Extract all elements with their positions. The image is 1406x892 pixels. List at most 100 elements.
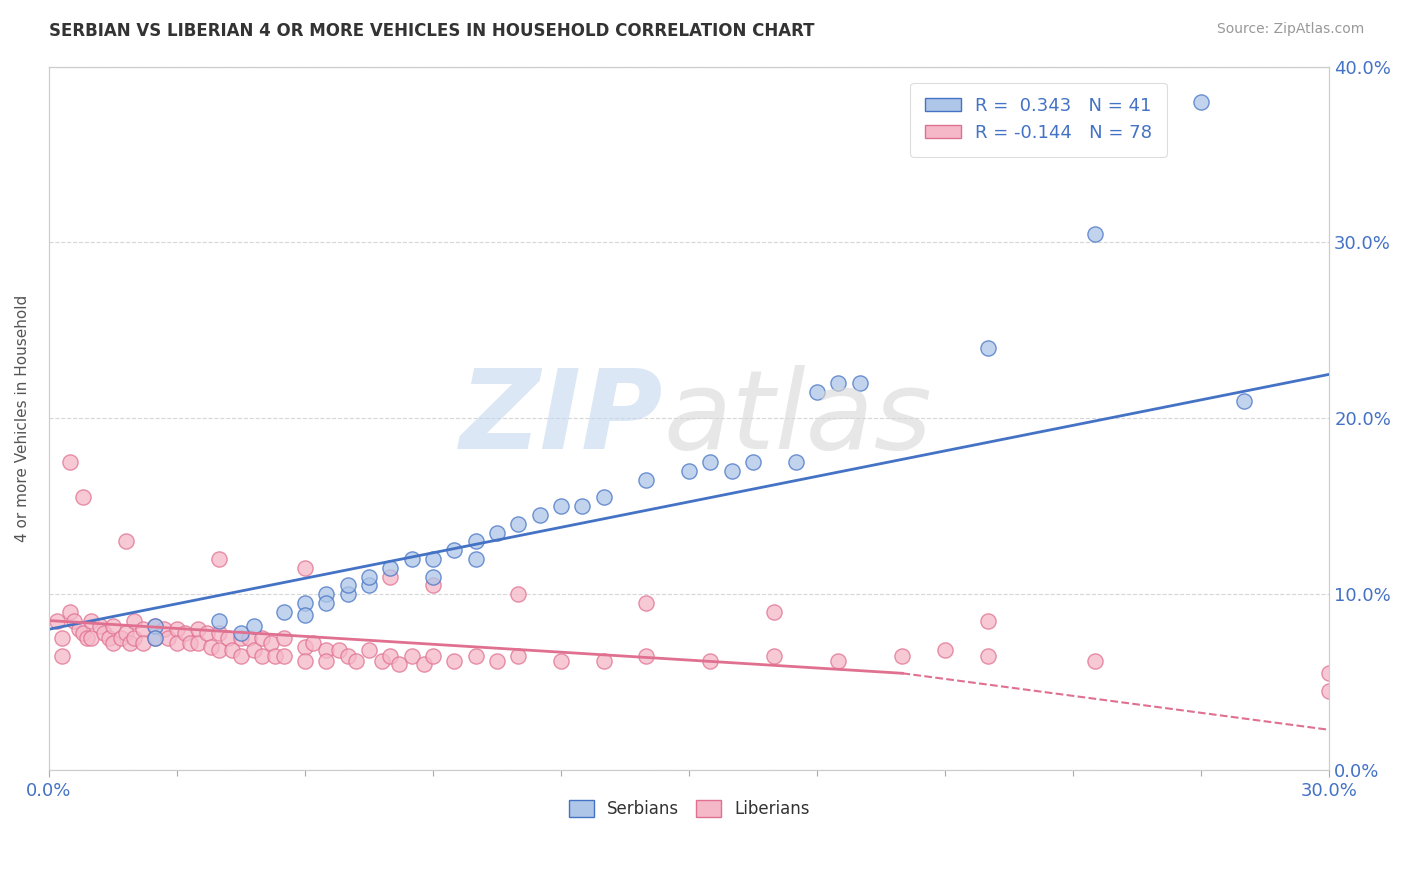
Point — [153, 623, 176, 637]
Point — [413, 657, 436, 672]
Point — [187, 623, 209, 637]
Point — [114, 534, 136, 549]
Point — [998, 130, 1021, 145]
Point — [131, 623, 153, 637]
Text: SERBIAN VS LIBERIAN 4 OR MORE VEHICLES IN HOUSEHOLD CORRELATION CHART: SERBIAN VS LIBERIAN 4 OR MORE VEHICLES I… — [49, 22, 814, 40]
Point — [294, 640, 316, 654]
Point — [508, 516, 530, 531]
Point — [110, 631, 132, 645]
Point — [508, 587, 530, 601]
Point — [145, 619, 167, 633]
Point — [208, 643, 231, 657]
Point — [1233, 393, 1256, 408]
Point — [264, 648, 287, 663]
Point — [145, 619, 167, 633]
Point — [187, 636, 209, 650]
Point — [174, 625, 197, 640]
Point — [131, 636, 153, 650]
Point — [763, 605, 786, 619]
Point — [485, 525, 508, 540]
Point — [370, 654, 392, 668]
Point — [464, 648, 486, 663]
Point — [294, 561, 316, 575]
Point — [229, 631, 252, 645]
Point — [592, 654, 614, 668]
Point — [699, 455, 721, 469]
Point — [80, 614, 103, 628]
Point — [1317, 666, 1340, 681]
Point — [636, 473, 658, 487]
Point — [678, 464, 700, 478]
Point — [422, 648, 444, 663]
Point — [550, 654, 572, 668]
Point — [273, 605, 295, 619]
Point — [380, 648, 402, 663]
Point — [464, 534, 486, 549]
Point — [72, 625, 94, 640]
Point — [59, 455, 82, 469]
Text: atlas: atlas — [664, 365, 932, 472]
Point — [229, 625, 252, 640]
Point — [763, 648, 786, 663]
Point — [200, 640, 222, 654]
Point — [550, 500, 572, 514]
Text: Source: ZipAtlas.com: Source: ZipAtlas.com — [1216, 22, 1364, 37]
Point — [315, 654, 337, 668]
Point — [242, 643, 264, 657]
Point — [294, 596, 316, 610]
Point — [238, 631, 260, 645]
Point — [273, 631, 295, 645]
Point — [67, 623, 90, 637]
Point — [827, 654, 849, 668]
Point — [101, 636, 124, 650]
Point — [221, 643, 243, 657]
Point — [485, 654, 508, 668]
Point — [179, 636, 201, 650]
Point — [336, 578, 359, 592]
Point — [977, 341, 1000, 355]
Point — [380, 561, 402, 575]
Point — [166, 623, 188, 637]
Point — [357, 569, 380, 583]
Point — [1083, 227, 1105, 241]
Point — [422, 578, 444, 592]
Y-axis label: 4 or more Vehicles in Household: 4 or more Vehicles in Household — [15, 294, 30, 542]
Point — [401, 552, 423, 566]
Point — [80, 631, 103, 645]
Point — [422, 569, 444, 583]
Point — [636, 648, 658, 663]
Point — [157, 631, 180, 645]
Point — [422, 552, 444, 566]
Point — [72, 491, 94, 505]
Point — [827, 376, 849, 391]
Point — [1189, 95, 1212, 109]
Point — [388, 657, 411, 672]
Point — [114, 625, 136, 640]
Point — [302, 636, 325, 650]
Point — [145, 631, 167, 645]
Point — [529, 508, 551, 522]
Point — [315, 587, 337, 601]
Point — [720, 464, 742, 478]
Point — [1317, 684, 1340, 698]
Point — [46, 614, 69, 628]
Point — [217, 631, 239, 645]
Point — [76, 631, 98, 645]
Point — [229, 648, 252, 663]
Point — [464, 552, 486, 566]
Point — [806, 384, 828, 399]
Point — [166, 636, 188, 650]
Point — [93, 625, 115, 640]
Point — [699, 654, 721, 668]
Point — [195, 625, 218, 640]
Point — [260, 636, 283, 650]
Point — [742, 455, 765, 469]
Point — [273, 648, 295, 663]
Point — [336, 587, 359, 601]
Point — [242, 619, 264, 633]
Point — [934, 643, 956, 657]
Point — [891, 648, 914, 663]
Point — [208, 552, 231, 566]
Point — [51, 631, 73, 645]
Point — [208, 614, 231, 628]
